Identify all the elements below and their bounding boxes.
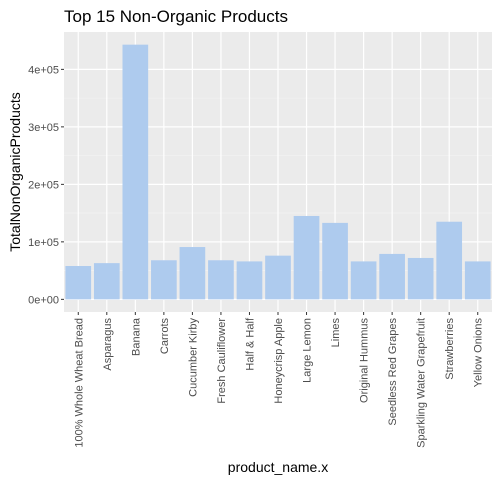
- x-tick-label: Cucumber Kirby: [187, 318, 199, 397]
- x-tick-label: Original Hummus: [359, 318, 371, 403]
- y-axis: 0e+00 1e+05 2e+05 3e+05 4e+05: [28, 64, 64, 306]
- bar: [236, 261, 263, 300]
- bar: [407, 257, 434, 300]
- bar: [65, 266, 92, 300]
- x-tick-label: Honeycrisp Apple: [273, 318, 285, 404]
- x-tick-label: Half & Half: [244, 317, 256, 371]
- x-tick-label: Seedless Red Grapes: [387, 318, 399, 426]
- x-tick-label: Limes: [330, 318, 342, 348]
- y-tick-label: 4e+05: [28, 64, 59, 76]
- y-tick-label: 0e+00: [28, 294, 59, 306]
- x-tick-label: Large Lemon: [302, 318, 314, 383]
- bar: [322, 222, 348, 300]
- x-tick-label: Asparagus: [102, 318, 114, 371]
- x-tick-label: Carrots: [159, 318, 171, 355]
- chart-title: Top 15 Non-Organic Products: [64, 7, 288, 26]
- y-tick-label: 3e+05: [28, 122, 59, 134]
- y-tick-label: 1e+05: [28, 237, 59, 249]
- bar: [122, 44, 149, 300]
- x-tick-label: Fresh Cauliflower: [216, 318, 228, 404]
- bar: [93, 263, 120, 300]
- bar: [179, 247, 206, 300]
- x-tick-label: 100% Whole Wheat Bread: [73, 318, 85, 448]
- x-tick-label: Banana: [130, 317, 142, 356]
- bar: [293, 215, 320, 300]
- bars: [65, 44, 491, 300]
- x-axis-title: product_name.x: [228, 459, 328, 475]
- x-tick-label: Sparkling Water Grapefruit: [416, 318, 428, 448]
- bar: [265, 255, 291, 300]
- x-tick-label: Strawberries: [444, 318, 456, 380]
- bar: [350, 261, 377, 300]
- bar: [379, 253, 405, 300]
- bar: [436, 221, 463, 300]
- bar: [151, 260, 177, 300]
- bar: [464, 261, 491, 300]
- bar: [208, 260, 234, 300]
- x-tick-label: Yellow Onions: [473, 318, 485, 388]
- y-axis-title: TotalNonOrganicProducts: [7, 92, 23, 252]
- x-axis: 100% Whole Wheat Bread Asparagus Banana Car…: [73, 312, 485, 448]
- y-tick-label: 2e+05: [28, 179, 59, 191]
